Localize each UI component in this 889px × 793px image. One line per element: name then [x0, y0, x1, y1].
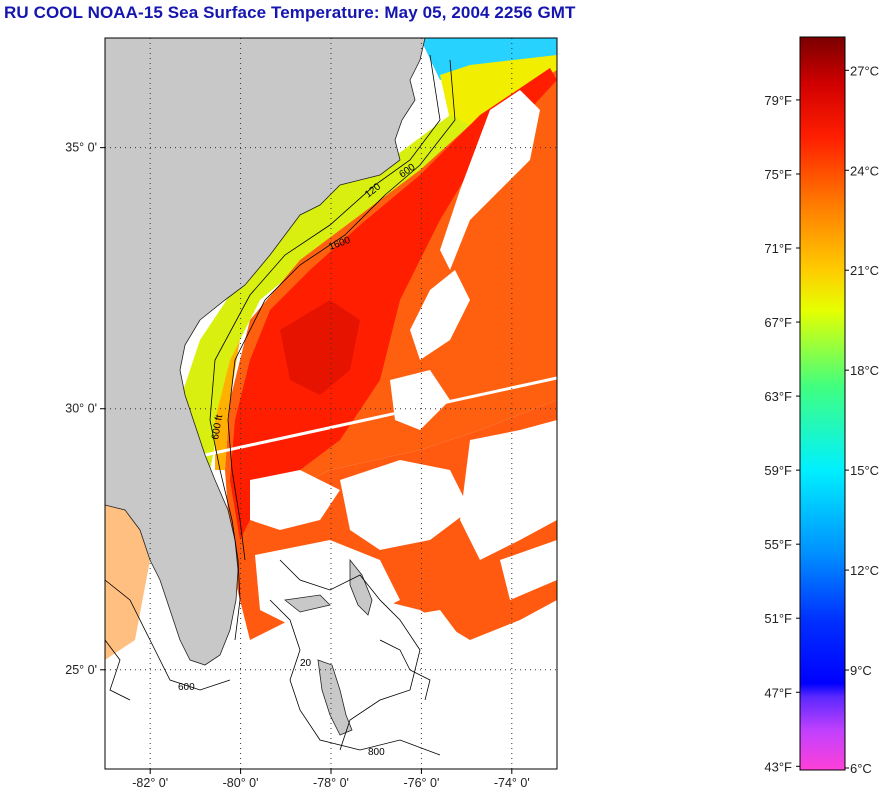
latitude-tick-label: 30° 0' [65, 402, 97, 416]
colorbar-fahrenheit-label: 67°F [764, 315, 792, 330]
land-us-coast [105, 38, 426, 666]
longitude-tick-label: -78° 0' [313, 776, 349, 790]
colorbar-celsius-label: 18°C [850, 363, 879, 378]
longitude-tick-label: -74° 0' [494, 776, 530, 790]
longitude-tick-label: -80° 0' [223, 776, 259, 790]
land-bahamas-abaco [349, 558, 373, 616]
sst-field-gulf-stream-red [230, 68, 557, 540]
colorbar-celsius-label: 15°C [850, 463, 879, 478]
colorbar-fahrenheit-label: 71°F [764, 241, 792, 256]
colorbar [799, 36, 846, 771]
colorbar-fahrenheit-label: 55°F [764, 537, 792, 552]
graticule [105, 38, 557, 769]
colorbar-celsius-label: 9°C [850, 663, 872, 678]
sst-field-shelf [180, 115, 470, 470]
colorbar-fahrenheit-label: 47°F [764, 685, 792, 700]
latitude-tick-label: 25° 0' [65, 663, 97, 677]
latitude-axis: 35° 0' 30° 0' 25° 0' [65, 141, 105, 677]
longitude-tick-label: -82° 0' [132, 776, 168, 790]
isobath-label-20: 20 [300, 658, 312, 669]
sst-field-north-yellow [440, 55, 557, 125]
colorbar-celsius-labels: 27°C 24°C 21°C 18°C 15°C 12°C 9°C 6°C [845, 63, 879, 776]
isobath-label-600ft: 600 ft [210, 414, 225, 441]
colorbar-fahrenheit-label: 51°F [764, 611, 792, 626]
isobath-label-800: 800 [368, 747, 385, 758]
colorbar-fahrenheit-label: 63°F [764, 389, 792, 404]
map-panel: 120 600 1600 600 ft 20 800 600 [105, 38, 557, 769]
sst-field-shelf-orange [215, 300, 260, 470]
land-bahamas-andros [317, 659, 353, 736]
satellite-swath-line [195, 376, 557, 459]
colorbar-fahrenheit-labels: 79°F 75°F 71°F 67°F 63°F 59°F 55°F 51°F 47°F 43°F [764, 93, 800, 774]
colorbar-fahrenheit-label: 75°F [764, 167, 792, 182]
isobath-label-600-gulf: 600 [178, 682, 195, 693]
sst-field-eddy-dark [280, 300, 360, 395]
colorbar-celsius-label: 6°C [850, 761, 872, 776]
page-title: RU COOL NOAA-15 Sea Surface Temperature:… [4, 3, 576, 22]
colorbar-fahrenheit-label: 43°F [764, 759, 792, 774]
sst-field-north-cyan [420, 38, 557, 80]
colorbar-celsius-label: 27°C [850, 63, 879, 78]
land-bahamas-grand [284, 594, 331, 613]
latitude-tick-label: 35° 0' [65, 141, 97, 155]
cloud-cover [105, 90, 557, 769]
colorbar-fahrenheit-label: 79°F [764, 93, 792, 108]
colorbar-celsius-label: 12°C [850, 563, 879, 578]
colorbar-celsius-label: 24°C [850, 163, 879, 178]
longitude-axis: -82° 0' -80° 0' -78° 0' -76° 0' -74° 0' [132, 769, 530, 790]
longitude-tick-label: -76° 0' [403, 776, 439, 790]
isobath-contours [105, 54, 456, 756]
colorbar-celsius-label: 21°C [850, 263, 879, 278]
colorbar-fahrenheit-label: 59°F [764, 463, 792, 478]
